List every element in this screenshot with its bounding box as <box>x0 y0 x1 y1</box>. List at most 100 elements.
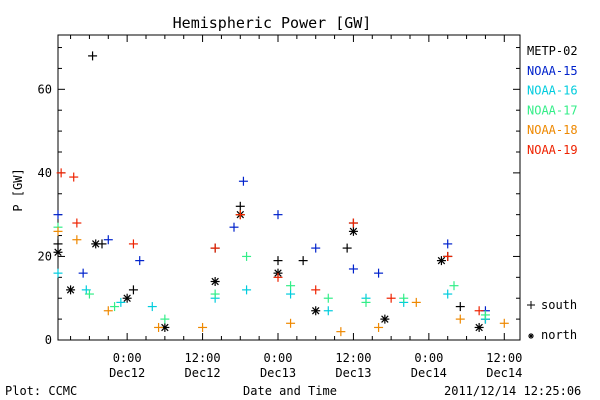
data-point-south <box>443 289 453 299</box>
x-tick-date-label: Dec14 <box>411 366 447 380</box>
data-point-south <box>238 176 248 186</box>
data-point-south <box>128 239 138 249</box>
data-point-south <box>210 243 220 253</box>
data-point-south <box>72 218 82 228</box>
x-tick-date-label: Dec13 <box>260 366 296 380</box>
data-point-south <box>311 285 321 295</box>
legend: METP-02 NOAA-15 NOAA-16 NOAA-17 NOAA-18 NOAA-… <box>527 44 578 157</box>
footer-left: Plot: CCMC <box>5 384 77 398</box>
data-point-south <box>116 297 126 307</box>
y-axis-label: P [GW] <box>11 168 25 211</box>
data-point-south <box>443 239 453 249</box>
data-point-south <box>361 297 371 307</box>
data-point-south <box>298 256 308 266</box>
chart-title: Hemispheric Power [GW] <box>173 14 372 32</box>
x-axis: 0:00Dec1212:00Dec120:00Dec1312:00Dec130:… <box>70 35 522 380</box>
data-point-south <box>84 289 94 299</box>
data-point-south <box>78 268 88 278</box>
x-axis-label: Date and Time <box>243 384 337 398</box>
y-tick-label: 0 <box>45 333 52 347</box>
y-axis: 0 20 40 60 <box>38 47 520 347</box>
data-point-south <box>311 243 321 253</box>
legend-entry: NOAA-19 <box>527 143 578 157</box>
x-tick-date-label: Dec12 <box>185 366 221 380</box>
marker-legend-label: north <box>541 328 577 342</box>
x-tick-time-label: 0:00 <box>264 351 293 365</box>
data-point-south <box>56 168 66 178</box>
data-point-south <box>160 314 170 324</box>
x-tick-date-label: Dec13 <box>335 366 371 380</box>
x-tick-time-label: 0:00 <box>113 351 142 365</box>
data-point-south <box>242 285 252 295</box>
data-point-south <box>323 306 333 316</box>
data-point-south <box>323 293 333 303</box>
data-point-south <box>286 289 296 299</box>
data-point-south <box>374 322 384 332</box>
data-point-north <box>348 226 358 236</box>
data-point-south <box>229 222 239 232</box>
data-point-south <box>147 302 157 312</box>
legend-entry: NOAA-16 <box>527 84 578 98</box>
data-point-south <box>455 302 465 312</box>
data-point-south <box>286 318 296 328</box>
data-point-south <box>348 264 358 274</box>
data-point-south <box>374 268 384 278</box>
data-point-south <box>103 235 113 245</box>
data-point-north <box>436 256 446 266</box>
plot-frame <box>57 34 521 341</box>
data-point-south <box>128 285 138 295</box>
x-tick-date-label: Dec14 <box>486 366 522 380</box>
data-point-north <box>66 285 76 295</box>
marker-legend-label: south <box>541 298 577 312</box>
x-tick-time-label: 0:00 <box>414 351 443 365</box>
data-point-south <box>342 243 352 253</box>
data-point-south <box>474 306 484 316</box>
data-point-north <box>91 239 101 249</box>
data-point-south <box>154 322 164 332</box>
data-point-south <box>103 306 113 316</box>
data-point-south <box>235 210 245 220</box>
data-point-north <box>53 247 63 257</box>
y-tick-label: 60 <box>38 82 52 96</box>
data-point-south <box>110 302 120 312</box>
legend-entry: METP-02 <box>527 44 578 58</box>
data-point-south <box>336 327 346 337</box>
footer-right: 2011/12/14 12:25:06 <box>444 384 581 398</box>
data-point-south <box>286 281 296 291</box>
legend-entry: NOAA-15 <box>527 64 578 78</box>
x-tick-time-label: 12:00 <box>335 351 371 365</box>
data-point-south <box>499 318 509 328</box>
data-point-north <box>380 314 390 324</box>
data-point-north <box>311 306 321 316</box>
data-point-south <box>480 310 490 320</box>
data-point-south <box>53 210 63 220</box>
data-point-north <box>210 277 220 287</box>
data-point-south <box>69 172 79 182</box>
legend-entry: NOAA-17 <box>527 103 578 117</box>
data-point-south <box>88 51 98 61</box>
data-point-south <box>443 251 453 261</box>
data-point-south <box>455 314 465 324</box>
data-point-south <box>386 293 396 303</box>
marker-legend: south north <box>527 298 577 342</box>
y-tick-label: 20 <box>38 249 52 263</box>
data-point-south <box>449 281 459 291</box>
data-point-south <box>273 272 283 282</box>
data-point-south <box>348 218 358 228</box>
legend-entry: NOAA-18 <box>527 123 578 137</box>
data-point-south <box>273 210 283 220</box>
data-point-south <box>242 251 252 261</box>
data-point-south <box>53 226 63 236</box>
data-point-south <box>399 293 409 303</box>
data-point-south <box>210 289 220 299</box>
data-point-south <box>72 235 82 245</box>
data-point-south <box>411 297 421 307</box>
x-tick-time-label: 12:00 <box>486 351 522 365</box>
data-point-south <box>53 239 63 249</box>
data-point-north <box>122 293 132 303</box>
y-tick-label: 40 <box>38 166 52 180</box>
data-points <box>53 51 509 337</box>
x-tick-time-label: 12:00 <box>185 351 221 365</box>
x-tick-date-label: Dec12 <box>109 366 145 380</box>
